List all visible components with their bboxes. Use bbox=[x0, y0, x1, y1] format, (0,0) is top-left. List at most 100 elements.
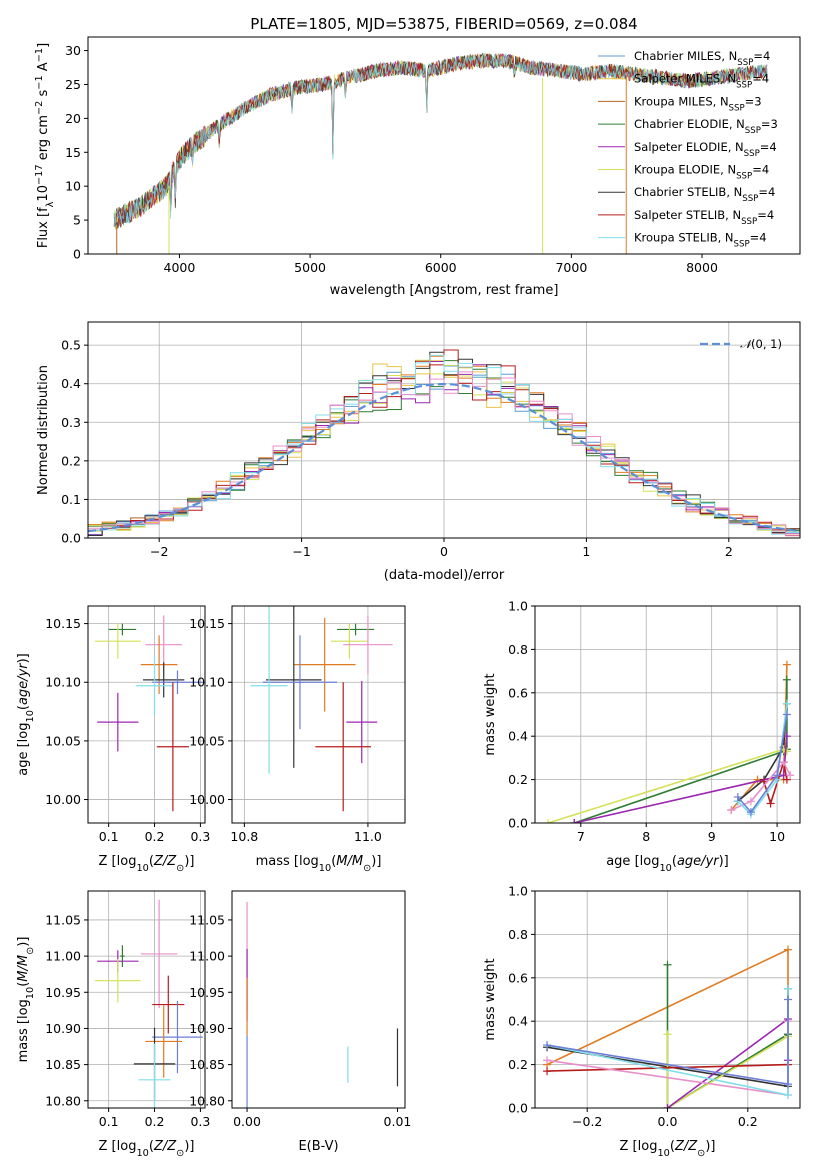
data-point bbox=[152, 670, 203, 694]
x-tick-label: 5000 bbox=[294, 260, 326, 275]
y-tick-label: 10.10 bbox=[189, 675, 225, 690]
y-tick-label: 0.1 bbox=[61, 492, 81, 507]
weight-line bbox=[546, 1063, 789, 1072]
plot-area bbox=[544, 660, 795, 823]
y-axis-label: mass [log10(M/M⊙)] bbox=[16, 937, 36, 1063]
weight-marker bbox=[786, 771, 795, 780]
x-tick-label: 0.01 bbox=[384, 1114, 412, 1129]
y-tick-label: 0.0 bbox=[61, 531, 81, 546]
y-tick-label: 5 bbox=[73, 213, 81, 228]
weight-series bbox=[570, 732, 791, 823]
legend-entry: Kroupa MILES, NSSP=3 bbox=[634, 94, 762, 113]
plot-area bbox=[94, 615, 203, 812]
x-tick-label: 0.2 bbox=[145, 829, 165, 844]
y-tick-label: 10.80 bbox=[189, 1093, 225, 1108]
y-tick-label: 10.85 bbox=[189, 1057, 225, 1072]
axes-frame bbox=[231, 890, 406, 1109]
data-point bbox=[315, 682, 372, 812]
data-point bbox=[346, 681, 378, 764]
data-point bbox=[138, 1043, 171, 1108]
y-tick-label: 10.90 bbox=[45, 1021, 81, 1036]
y-tick-label: 0.6 bbox=[508, 970, 528, 985]
data-point bbox=[265, 606, 322, 768]
legend: Chabrier MILES, NSSP=4 Salpeter MILES, NS… bbox=[598, 49, 778, 250]
x-tick-label: 0.1 bbox=[99, 829, 119, 844]
x-tick-label: 7000 bbox=[555, 260, 587, 275]
weight-series bbox=[663, 960, 792, 1108]
y-tick-label: 10.95 bbox=[45, 985, 81, 1000]
x-tick-label: −1 bbox=[292, 544, 310, 559]
y-tick-label: 15 bbox=[65, 145, 81, 160]
data-point bbox=[250, 606, 288, 774]
y-tick-label: 0.2 bbox=[508, 1057, 528, 1072]
weight-marker bbox=[543, 1056, 552, 1065]
y-tick-label: 11.05 bbox=[189, 912, 225, 927]
y-tick-label: 20 bbox=[65, 111, 81, 126]
y-tick-label: 0.8 bbox=[508, 927, 528, 942]
panel-age-vs-Z: 0.1 0.2 0.3 10.00 10.05 10.10 10.15 Z [log10(Z/… bbox=[16, 605, 210, 874]
plot-area bbox=[88, 349, 800, 537]
x-tick-label: 2 bbox=[725, 544, 733, 559]
x-tick-label: 1 bbox=[582, 544, 590, 559]
x-tick-label: 8 bbox=[642, 829, 650, 844]
y-tick-label: 0.4 bbox=[508, 729, 528, 744]
weight-marker bbox=[779, 758, 788, 767]
y-tick-label: 0.2 bbox=[508, 772, 528, 787]
x-axis-label: Z [log10(Z/Z⊙)] bbox=[620, 1139, 716, 1159]
weight-series bbox=[663, 1015, 792, 1108]
weight-marker bbox=[783, 1090, 792, 1099]
weight-marker bbox=[746, 797, 755, 806]
weight-marker bbox=[543, 1067, 552, 1076]
legend-entry: Kroupa ELODIE, NSSP=4 bbox=[634, 163, 769, 182]
x-tick-label: 0.0 bbox=[658, 1114, 678, 1129]
weight-marker bbox=[570, 819, 579, 823]
panel-residuals: −2 −1 0 1 2 0.0 0.1 0.2 0.3 0.4 0.5 𝒩(0, 1) (data-mo… bbox=[36, 321, 801, 583]
y-tick-label: 0.3 bbox=[61, 415, 81, 430]
y-tick-label: 0.4 bbox=[61, 376, 81, 391]
axes-frame bbox=[231, 605, 406, 824]
weight-marker bbox=[544, 819, 553, 823]
weight-marker bbox=[543, 1041, 552, 1050]
weight-marker bbox=[782, 732, 791, 741]
x-tick-label: 0.3 bbox=[190, 1114, 210, 1129]
legend-entry: Chabrier ELODIE, NSSP=3 bbox=[634, 117, 778, 136]
data-point bbox=[145, 1005, 183, 1078]
y-axis-label: mass weight bbox=[483, 958, 498, 1040]
data-point bbox=[343, 615, 393, 675]
panel-age-vs-mass: 10.8 11.0 10.00 10.05 10.10 10.15 mass [log10(… bbox=[189, 605, 406, 874]
legend-entry: 𝒩(0, 1) bbox=[740, 337, 782, 351]
y-tick-label: 11.05 bbox=[45, 912, 81, 927]
weight-marker bbox=[766, 799, 775, 808]
y-axis-label: mass weight bbox=[483, 673, 498, 755]
x-axis-label: Z [log10(Z/Z⊙)] bbox=[99, 854, 195, 874]
x-axis-label: (data-model)/error bbox=[384, 568, 505, 583]
weight-marker bbox=[783, 984, 792, 993]
data-point bbox=[120, 945, 125, 967]
data-point bbox=[293, 617, 356, 712]
weight-line bbox=[667, 1017, 789, 1108]
legend-entry: Chabrier MILES, NSSP=4 bbox=[634, 49, 770, 68]
weight-marker bbox=[783, 1080, 792, 1089]
y-axis-label: age [log10(age/yr)] bbox=[16, 653, 36, 776]
weight-marker bbox=[782, 660, 791, 669]
histogram-series bbox=[88, 354, 800, 535]
y-tick-label: 1.0 bbox=[508, 599, 528, 614]
x-tick-label: 7 bbox=[577, 829, 585, 844]
data-point bbox=[94, 623, 141, 659]
x-axis-label: mass [log10(M/M⊙)] bbox=[256, 854, 382, 874]
y-tick-label: 10.15 bbox=[189, 616, 225, 631]
x-tick-label: 10 bbox=[769, 829, 785, 844]
y-tick-label: 1.0 bbox=[508, 884, 528, 899]
y-tick-label: 10.05 bbox=[45, 733, 81, 748]
y-tick-label: 10.00 bbox=[189, 792, 225, 807]
y-tick-label: 0.5 bbox=[61, 338, 81, 353]
x-axis-label: E(B-V) bbox=[298, 1139, 338, 1154]
data-point bbox=[152, 1000, 203, 1074]
y-tick-label: 0.0 bbox=[508, 1101, 528, 1116]
weight-line bbox=[666, 1034, 789, 1108]
x-tick-label: 0 bbox=[440, 544, 448, 559]
x-tick-label: 0.1 bbox=[99, 1114, 119, 1129]
weight-series bbox=[543, 995, 792, 1089]
y-tick-label: 10.80 bbox=[45, 1093, 81, 1108]
weight-marker bbox=[783, 945, 792, 954]
